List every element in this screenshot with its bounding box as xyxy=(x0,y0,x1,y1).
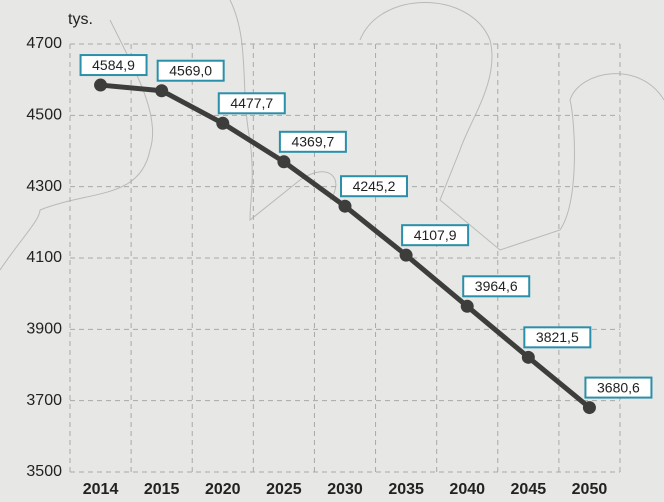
value-label-box xyxy=(340,175,408,198)
value-label-box xyxy=(156,59,225,82)
value-label-box xyxy=(401,224,470,247)
x-tick-label: 2020 xyxy=(205,481,241,498)
x-tick-label: 2040 xyxy=(449,481,485,498)
value-label: 4477,7 xyxy=(230,95,273,111)
x-tick-label: 2035 xyxy=(388,481,424,498)
x-tick-label: 2050 xyxy=(572,481,608,498)
data-point xyxy=(460,299,474,313)
value-label-box xyxy=(79,54,148,77)
y-tick-label: 3900 xyxy=(26,321,62,338)
x-tick-label: 2045 xyxy=(511,481,547,498)
value-label: 4584,9 xyxy=(92,57,135,73)
data-point xyxy=(216,116,230,130)
y-tick-label: 3500 xyxy=(26,463,62,480)
data-point xyxy=(277,155,291,169)
data-point xyxy=(155,84,169,98)
value-label: 3680,6 xyxy=(597,379,640,395)
x-tick-label: 2025 xyxy=(266,481,302,498)
value-label-box xyxy=(278,130,347,153)
value-label: 4569,0 xyxy=(169,62,212,78)
data-point xyxy=(521,350,535,364)
x-tick-label: 2015 xyxy=(144,481,180,498)
value-label: 3964,6 xyxy=(475,278,518,294)
background-decoration xyxy=(0,0,664,271)
value-label-box xyxy=(523,326,592,349)
value-label-box xyxy=(217,92,286,115)
value-label: 4245,2 xyxy=(353,178,396,194)
y-axis-unit: tys. xyxy=(68,11,93,28)
y-tick-label: 4500 xyxy=(26,107,62,124)
value-label-box xyxy=(584,376,653,399)
y-tick-label: 3700 xyxy=(26,392,62,409)
value-label: 4369,7 xyxy=(291,134,334,150)
value-label: 3821,5 xyxy=(536,329,579,345)
y-tick-label: 4700 xyxy=(26,35,62,52)
value-label-box xyxy=(462,275,531,298)
x-tick-label: 2030 xyxy=(327,481,363,498)
data-point xyxy=(399,248,413,262)
y-tick-label: 4300 xyxy=(26,178,62,195)
data-point xyxy=(94,78,108,92)
data-point xyxy=(338,199,352,213)
data-point xyxy=(582,401,596,415)
value-label: 4107,9 xyxy=(414,227,457,243)
y-tick-label: 4100 xyxy=(26,249,62,266)
x-tick-label: 2014 xyxy=(83,481,119,498)
